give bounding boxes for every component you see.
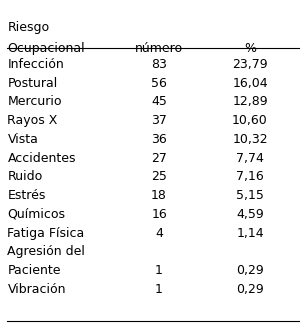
Text: Postural: Postural (7, 77, 58, 90)
Text: 16: 16 (151, 208, 167, 221)
Text: 7,74: 7,74 (236, 152, 264, 165)
Text: 27: 27 (151, 152, 167, 165)
Text: 10,60: 10,60 (232, 114, 268, 127)
Text: 4: 4 (155, 227, 163, 240)
Text: Accidentes: Accidentes (7, 152, 76, 165)
Text: Riesgo: Riesgo (7, 21, 50, 34)
Text: Estrés: Estrés (7, 189, 46, 202)
Text: 56: 56 (151, 77, 167, 90)
Text: Paciente: Paciente (7, 264, 61, 277)
Text: Infección: Infección (7, 58, 64, 71)
Text: Vista: Vista (7, 133, 38, 146)
Text: 12,89: 12,89 (232, 96, 268, 109)
Text: 4,59: 4,59 (236, 208, 264, 221)
Text: 10,32: 10,32 (232, 133, 268, 146)
Text: Fatiga Física: Fatiga Física (7, 227, 85, 240)
Text: Vibración: Vibración (7, 283, 66, 296)
Text: 0,29: 0,29 (236, 264, 264, 277)
Text: 1,14: 1,14 (236, 227, 264, 240)
Text: 1: 1 (155, 283, 163, 296)
Text: Ocupacional: Ocupacional (7, 42, 85, 55)
Text: Ruido: Ruido (7, 170, 43, 184)
Text: 16,04: 16,04 (232, 77, 268, 90)
Text: 0,29: 0,29 (236, 283, 264, 296)
Text: 18: 18 (151, 189, 167, 202)
Text: 37: 37 (151, 114, 167, 127)
Text: Mercurio: Mercurio (7, 96, 62, 109)
Text: 36: 36 (151, 133, 167, 146)
Text: 83: 83 (151, 58, 167, 71)
Text: 45: 45 (151, 96, 167, 109)
Text: 23,79: 23,79 (232, 58, 268, 71)
Text: 7,16: 7,16 (236, 170, 264, 184)
Text: Químicos: Químicos (7, 208, 65, 221)
Text: número: número (135, 42, 183, 55)
Text: Agresión del: Agresión del (7, 245, 85, 259)
Text: Rayos X: Rayos X (7, 114, 58, 127)
Text: 1: 1 (155, 264, 163, 277)
Text: 5,15: 5,15 (236, 189, 264, 202)
Text: 25: 25 (151, 170, 167, 184)
Text: %: % (244, 42, 256, 55)
